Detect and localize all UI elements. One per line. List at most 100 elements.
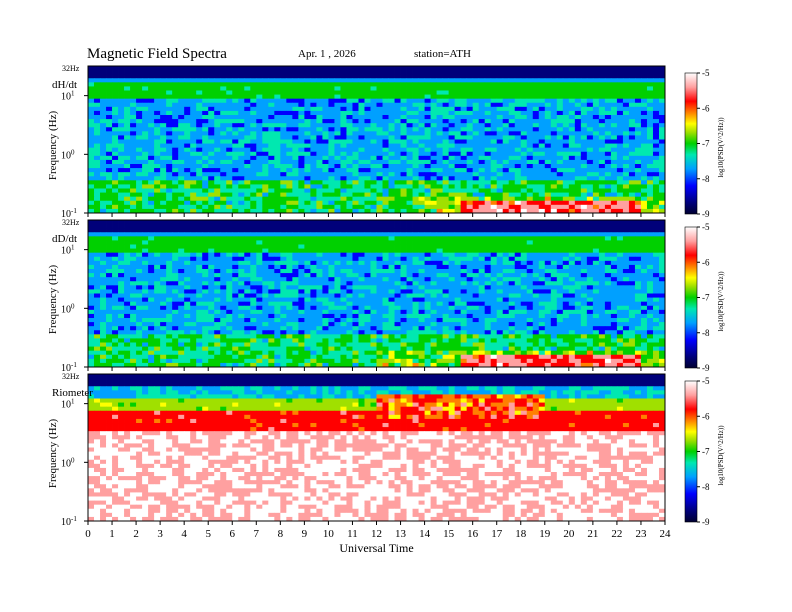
heatmap-cell <box>628 208 636 214</box>
heatmap-cell <box>466 78 474 83</box>
heatmap-cell <box>268 208 275 214</box>
heatmap-cell <box>334 70 341 75</box>
heatmap-cell <box>370 135 377 140</box>
heatmap-cell <box>202 184 209 189</box>
heatmap-cell <box>388 228 395 233</box>
heatmap-cell <box>352 98 359 104</box>
heatmap-cell <box>184 204 191 210</box>
heatmap-cell <box>436 260 444 266</box>
heatmap-cell <box>418 220 425 225</box>
heatmap-cell <box>232 176 239 181</box>
heatmap-cell <box>214 252 221 258</box>
heatmap-cell <box>184 196 191 202</box>
heatmap-cell <box>370 74 377 79</box>
heatmap-cell <box>580 127 588 132</box>
heatmap-cell <box>226 248 233 254</box>
heatmap-cell <box>544 200 552 206</box>
heatmap-cell <box>478 86 486 91</box>
heatmap-cell <box>184 224 191 229</box>
heatmap-cell <box>382 232 389 237</box>
heatmap-cell <box>220 220 227 225</box>
heatmap-cell <box>616 188 624 193</box>
heatmap-cell <box>580 66 588 71</box>
heatmap-cell <box>292 106 299 112</box>
heatmap-cell <box>604 123 612 128</box>
heatmap-cell <box>292 240 299 245</box>
heatmap-cell <box>586 98 594 104</box>
heatmap-cell <box>226 168 233 173</box>
heatmap-cell <box>130 200 137 206</box>
heatmap-cell <box>322 143 329 149</box>
heatmap-cell <box>484 127 492 132</box>
heatmap-cell <box>352 147 359 153</box>
heatmap-cell <box>616 172 624 177</box>
heatmap-cell <box>382 151 389 157</box>
heatmap-cell <box>328 224 335 229</box>
heatmap-cell <box>478 277 486 282</box>
heatmap-cell <box>382 115 389 120</box>
heatmap-cell <box>388 74 395 79</box>
heatmap-cell <box>652 82 660 87</box>
heatmap-cell <box>214 228 221 233</box>
heatmap-cell <box>478 180 486 185</box>
heatmap-cell <box>460 90 468 95</box>
heatmap-cell <box>346 94 353 100</box>
heatmap-cell <box>652 110 660 116</box>
heatmap-cell <box>106 273 113 278</box>
heatmap-cell <box>280 98 287 104</box>
heatmap-cell <box>148 184 155 189</box>
heatmap-cell <box>370 176 377 181</box>
heatmap-cell <box>238 176 245 181</box>
heatmap-cell <box>346 273 353 278</box>
heatmap-cell <box>466 264 474 270</box>
heatmap-cell <box>196 98 203 104</box>
heatmap-cell <box>286 176 293 181</box>
heatmap-cell <box>250 74 257 79</box>
heatmap-cell <box>364 164 371 169</box>
heatmap-cell <box>208 70 215 75</box>
heatmap-cell <box>628 90 636 95</box>
heatmap-cell <box>268 119 275 124</box>
heatmap-cell <box>580 139 588 144</box>
heatmap-cell <box>484 200 492 206</box>
heatmap-cell <box>376 204 383 210</box>
heatmap-cell <box>256 200 263 206</box>
heatmap-cell <box>358 102 365 108</box>
heatmap-cell <box>520 155 528 161</box>
heatmap-cell <box>196 184 203 189</box>
heatmap-cell <box>262 240 269 245</box>
heatmap-cell <box>544 244 552 249</box>
heatmap-cell <box>334 200 341 206</box>
heatmap-cell <box>340 269 347 274</box>
heatmap-cell <box>436 147 444 153</box>
heatmap-cell <box>484 143 492 149</box>
heatmap-cell <box>94 200 101 206</box>
heatmap-cell <box>202 115 209 120</box>
heatmap-cell <box>202 204 209 210</box>
heatmap-cell <box>628 164 636 169</box>
heatmap-cell <box>334 110 341 116</box>
heatmap-cell <box>394 86 401 91</box>
heatmap-cell <box>100 269 107 274</box>
heatmap-cell <box>184 135 191 140</box>
heatmap-cell <box>424 135 431 140</box>
heatmap-cell <box>472 236 480 241</box>
heatmap-cell <box>292 260 299 266</box>
heatmap-cell <box>484 151 492 157</box>
heatmap-cell <box>478 151 486 157</box>
heatmap-cell <box>352 135 359 140</box>
heatmap-cell <box>172 208 179 214</box>
heatmap-cell <box>466 248 474 254</box>
heatmap-cell <box>364 82 371 87</box>
heatmap-cell <box>376 155 383 161</box>
heatmap-cell <box>328 155 335 161</box>
heatmap-cell <box>328 147 335 153</box>
heatmap-cell <box>400 127 407 132</box>
heatmap-cell <box>274 123 281 128</box>
heatmap-cell <box>220 168 227 173</box>
heatmap-cell <box>376 151 383 157</box>
heatmap-cell <box>244 155 251 161</box>
heatmap-cell <box>436 86 444 91</box>
heatmap-cell <box>472 78 480 83</box>
heatmap-cell <box>634 192 642 198</box>
